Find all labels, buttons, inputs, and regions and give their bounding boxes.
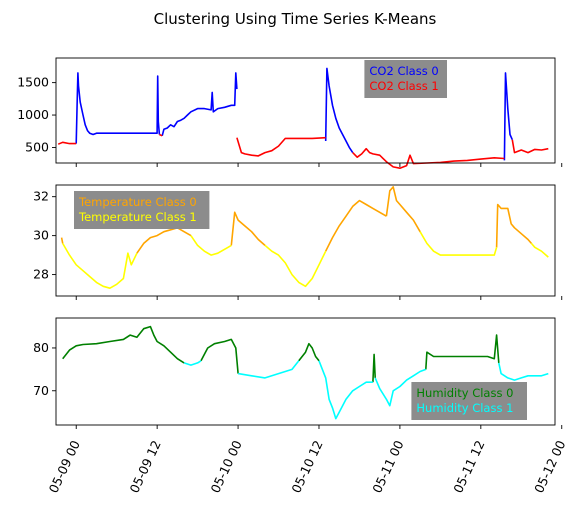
legend-entry: Humidity Class 1 [416, 401, 513, 415]
series-line-temperature-class-1-1 [190, 235, 232, 256]
series-line-temperature-class-0-0 [60, 237, 64, 244]
series-line-humidity-class-0-1 [200, 338, 239, 374]
series-line-co2-class-1-0 [57, 141, 77, 145]
legend-entry: CO2 Class 1 [369, 79, 438, 93]
x-tick-label: 05-11 00 [369, 438, 406, 495]
series-line-temperature-class-0-4 [385, 186, 421, 233]
series-line-humidity-class-0-4 [425, 334, 500, 370]
y-tick-label: 80 [33, 340, 49, 355]
series-line-humidity-class-1-0 [183, 360, 202, 366]
y-tick-label: 1000 [17, 107, 49, 122]
x-tick-label: 05-10 12 [288, 438, 325, 495]
axes-frame [55, 184, 556, 297]
x-tick-label: 05-09 00 [46, 438, 83, 495]
y-tick-label: 1500 [17, 75, 49, 90]
series-line-humidity-class-0-3 [372, 353, 376, 383]
series-line-co2-class-0-3 [503, 72, 514, 161]
legend-entry: CO2 Class 0 [369, 64, 438, 78]
series-line-co2-class-1-4 [511, 139, 549, 154]
series-line-humidity-class-1-2 [318, 360, 373, 420]
panel-3: 70 80 05-09 00 05-09 12 05-10 00 05-10 12 05-1… [33, 317, 568, 495]
x-tick-label: 05-10 00 [207, 438, 244, 495]
legend-background [411, 382, 527, 420]
series-line-co2-class-0-0 [75, 72, 161, 144]
y-tick-label: 28 [33, 267, 49, 282]
series-line-temperature-class-0-3 [324, 199, 387, 252]
y-tick-label: 70 [33, 383, 49, 398]
series-line-humidity-class-1-4 [498, 362, 549, 381]
legend-entry: Temperature Class 1 [78, 210, 197, 224]
series-line-temperature-class-1-3 [419, 231, 498, 256]
series-line-temperature-class-1-2 [264, 244, 327, 288]
series-line-co2-class-1-1 [159, 133, 163, 137]
series-line-co2-class-0-1 [161, 72, 238, 137]
series-line-temperature-class-0-5 [495, 203, 533, 248]
legend-entry: Temperature Class 0 [78, 195, 197, 209]
x-tick-label: 05-11 12 [450, 438, 487, 495]
chart-title: Clustering Using Time Series K-Means [154, 10, 437, 28]
legend-background [364, 60, 447, 98]
series-line-temperature-class-0-2 [230, 211, 266, 247]
y-tick-label: 30 [33, 228, 49, 243]
axes-frame [55, 57, 556, 164]
series-line-co2-class-0-2 [324, 67, 354, 154]
series-line-temperature-class-1-0 [62, 242, 138, 289]
axes-frame [55, 317, 556, 426]
series-line-humidity-class-0-2 [298, 342, 320, 362]
series-line-temperature-class-0-1 [136, 227, 192, 254]
series-line-humidity-class-1-1 [237, 360, 300, 379]
legend-background [74, 191, 210, 229]
y-tick-label: 32 [33, 189, 49, 204]
x-tick-label: 05-09 12 [127, 438, 164, 495]
series-line-humidity-class-0-0 [62, 325, 185, 364]
y-tick-label: 500 [25, 139, 49, 154]
x-tick-label: 05-12 00 [531, 438, 568, 495]
series-line-co2-class-1-3 [352, 147, 505, 169]
series-line-humidity-class-1-3 [374, 368, 427, 407]
legend-entry: Humidity Class 0 [416, 386, 513, 400]
series-line-temperature-class-1-4 [530, 242, 549, 258]
series-line-co2-class-1-2 [236, 136, 326, 157]
